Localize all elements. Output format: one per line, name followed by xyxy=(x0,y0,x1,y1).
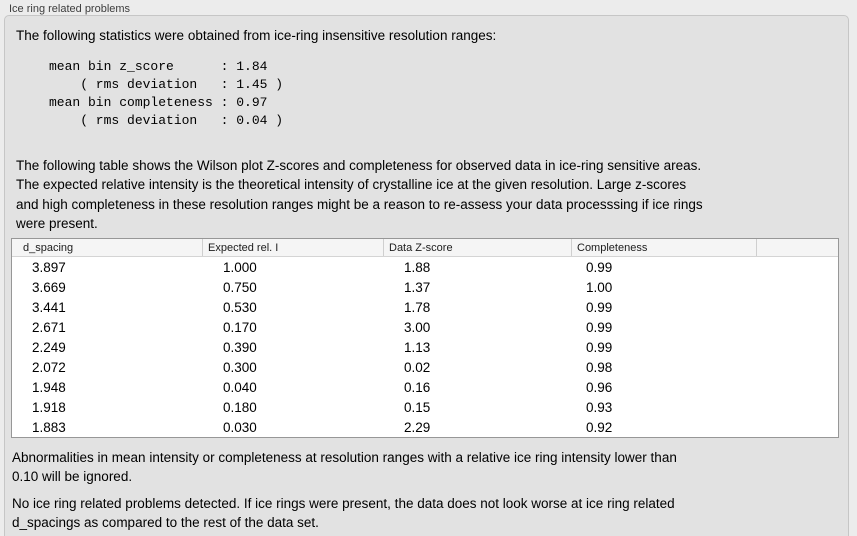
table-cell: 0.99 xyxy=(586,339,613,355)
conclusion-text: No ice ring related problems detected. I… xyxy=(12,496,675,531)
table-cell: 0.750 xyxy=(223,279,257,295)
table-cell: 0.93 xyxy=(586,399,613,415)
table-cell: 0.99 xyxy=(586,299,613,315)
table-cell: 3.669 xyxy=(32,279,66,295)
table-body: 3.897 1.000 1.88 0.99 3.669 0.750 1.37 1.00 3.44… xyxy=(12,257,838,437)
table-cell: 0.92 xyxy=(586,419,613,435)
table-row[interactable]: 3.441 0.530 1.78 0.99 xyxy=(12,297,838,317)
table-cell: 3.00 xyxy=(404,319,431,335)
table-cell: 1.13 xyxy=(404,339,431,355)
table-row[interactable]: 2.249 0.390 1.13 0.99 xyxy=(12,337,838,357)
table-cell: 1.883 xyxy=(32,419,66,435)
table-cell: 2.072 xyxy=(32,359,66,375)
table-row[interactable]: 1.883 0.030 2.29 0.92 xyxy=(12,417,838,437)
stats-intro-text: The following statistics were obtained f… xyxy=(16,28,497,43)
table-cell: 0.02 xyxy=(404,359,431,375)
panel-title: Ice ring related problems xyxy=(9,3,131,15)
table-row[interactable]: 2.671 0.170 3.00 0.99 xyxy=(12,317,838,337)
column-header-data-z-score[interactable]: Data Z-score xyxy=(384,239,572,256)
table-cell: 3.441 xyxy=(32,299,66,315)
table-cell: 1.918 xyxy=(32,399,66,415)
column-header-d-spacing[interactable]: d_spacing xyxy=(12,239,203,256)
table-cell: 0.030 xyxy=(223,419,257,435)
table-cell: 0.16 xyxy=(404,379,431,395)
ignore-note-text: Abnormalities in mean intensity or compl… xyxy=(12,450,677,485)
table-cell: 2.29 xyxy=(404,419,431,435)
table-row[interactable]: 1.948 0.040 0.16 0.96 xyxy=(12,377,838,397)
column-header-completeness[interactable]: Completeness xyxy=(572,239,757,256)
table-cell: 0.99 xyxy=(586,319,613,335)
stats-values-block: mean bin z_score : 1.84 ( rms deviation … xyxy=(49,59,284,128)
column-header-expected-rel-i[interactable]: Expected rel. I xyxy=(203,239,384,256)
table-cell: 1.78 xyxy=(404,299,431,315)
ice-ring-table: d_spacing Expected rel. I Data Z-score C… xyxy=(11,238,839,438)
column-header-empty[interactable] xyxy=(757,239,838,256)
ice-ring-groupbox: The following statistics were obtained f… xyxy=(4,15,849,536)
table-cell: 3.897 xyxy=(32,259,66,275)
table-cell: 2.249 xyxy=(32,339,66,355)
table-row[interactable]: 2.072 0.300 0.02 0.98 xyxy=(12,357,838,377)
table-description-text: The following table shows the Wilson plo… xyxy=(16,158,703,231)
table-row[interactable]: 1.918 0.180 0.15 0.93 xyxy=(12,397,838,417)
table-cell: 1.37 xyxy=(404,279,431,295)
table-cell: 0.170 xyxy=(223,319,257,335)
table-cell: 0.98 xyxy=(586,359,613,375)
table-header-row: d_spacing Expected rel. I Data Z-score C… xyxy=(12,239,838,257)
table-cell: 0.180 xyxy=(223,399,257,415)
table-cell: 1.00 xyxy=(586,279,613,295)
table-cell: 2.671 xyxy=(32,319,66,335)
table-cell: 0.530 xyxy=(223,299,257,315)
table-cell: 0.390 xyxy=(223,339,257,355)
table-cell: 1.948 xyxy=(32,379,66,395)
table-cell: 0.300 xyxy=(223,359,257,375)
table-cell: 0.99 xyxy=(586,259,613,275)
table-row[interactable]: 3.897 1.000 1.88 0.99 xyxy=(12,257,838,277)
table-cell: 0.040 xyxy=(223,379,257,395)
table-cell: 0.15 xyxy=(404,399,431,415)
table-cell: 1.88 xyxy=(404,259,431,275)
table-cell: 0.96 xyxy=(586,379,613,395)
table-row[interactable]: 3.669 0.750 1.37 1.00 xyxy=(12,277,838,297)
table-cell: 1.000 xyxy=(223,259,257,275)
